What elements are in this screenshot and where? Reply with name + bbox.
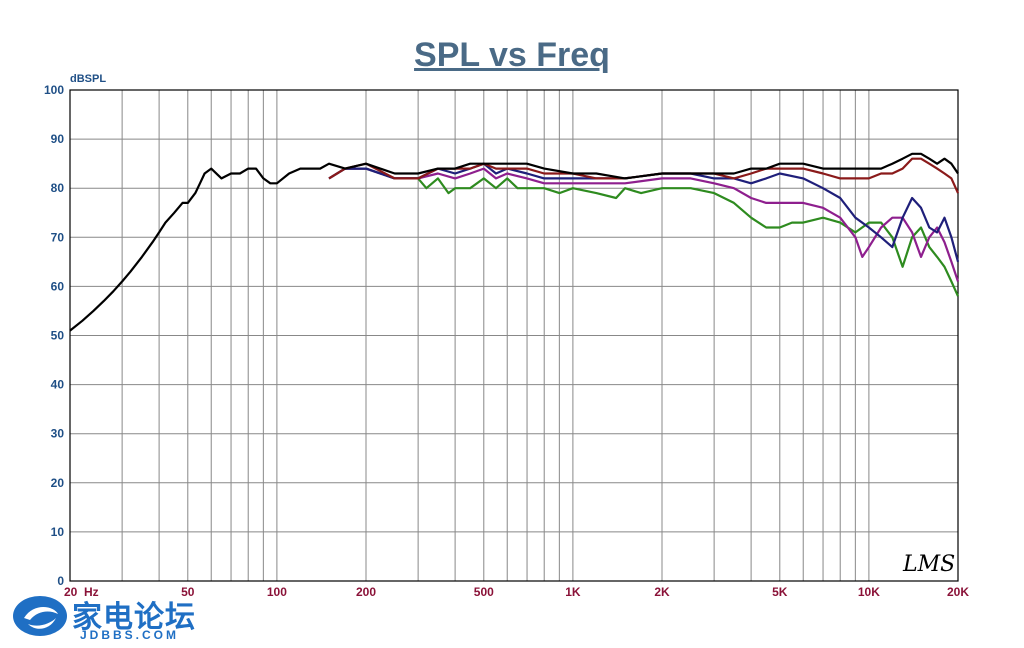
y-tick-label: 50: [51, 329, 65, 343]
y-tick-label: 60: [51, 279, 65, 293]
y-tick-label: 100: [44, 83, 64, 97]
series-line-5: [69, 152, 959, 332]
chart-title: SPL vs Freq: [414, 36, 610, 74]
watermark-site: JDBBS.COM: [80, 628, 180, 642]
series-line-2: [328, 167, 960, 282]
x-tick-label: 20K: [947, 585, 969, 599]
x-axis-unit: Hz: [84, 585, 99, 599]
series-lines: [69, 152, 960, 332]
watermark-brand: 家电论坛: [72, 600, 196, 635]
plot-frame: [69, 89, 959, 582]
x-tick-label: 10K: [858, 585, 880, 599]
y-tick-label: 40: [51, 378, 65, 392]
y-axis-label: dBSPL: [70, 73, 106, 85]
y-tick-label: 90: [51, 132, 65, 146]
y-tick-label: 0: [57, 574, 64, 588]
site-logo: [13, 596, 67, 636]
y-tick-label: 30: [51, 427, 65, 441]
x-tick-label: 200: [356, 585, 376, 599]
x-tick-label: 500: [474, 585, 494, 599]
lms-annotation: LMS: [902, 552, 955, 577]
x-tick-label: 20: [64, 585, 78, 599]
x-tick-label: 2K: [654, 585, 670, 599]
y-tick-labels: 0 10 20 30 40 50 60 70 80 90 100: [44, 83, 64, 588]
x-tick-labels: 20 50 100 200 500 1K 2K 5K 10K 20K: [64, 585, 969, 599]
x-tick-label: 5K: [772, 585, 788, 599]
y-tick-label: 70: [51, 230, 65, 244]
series-line-1: [328, 167, 960, 297]
y-tick-label: 80: [51, 181, 65, 195]
y-tick-label: 10: [51, 525, 65, 539]
x-tick-label: 100: [267, 585, 287, 599]
x-tick-label: 50: [181, 585, 195, 599]
x-tick-label: 1K: [565, 585, 581, 599]
series-line-3: [328, 162, 960, 263]
y-tick-label: 20: [51, 476, 65, 490]
